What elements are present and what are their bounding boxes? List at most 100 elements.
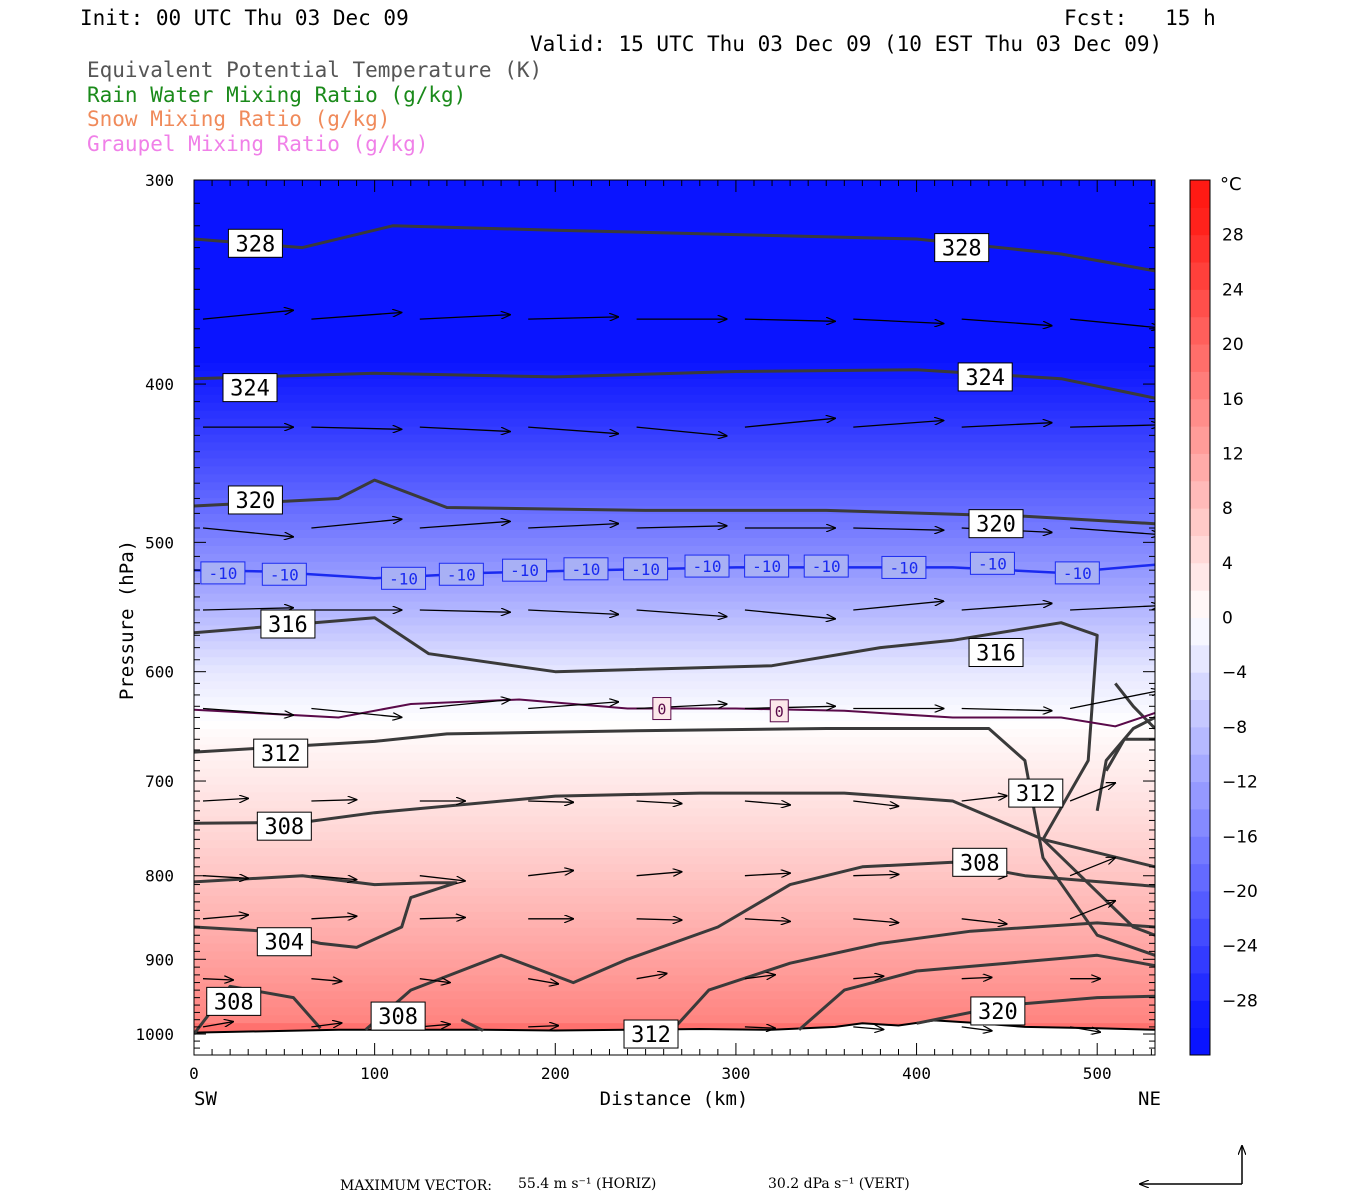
colorbar-swatch [1190,726,1210,755]
isotherm-label: 0 [769,699,789,723]
y-tick-label: 500 [145,533,174,552]
reference-vector-icon [1140,1146,1242,1184]
theta-e-label: 312 [623,1019,679,1049]
axes: 300 400 500 600 700 800 900 1000 0 100 200 300 400 50… [135,171,1155,1083]
forecast-hour: Fcst: 15 h [1064,6,1216,30]
colorbar-swatch [1190,781,1210,810]
colorbar: 28 24 20 16 12 8 4 0 −4 −8 −12 −16 −20 −24 −28 [1189,179,1258,1056]
y-tick-label: 300 [145,171,174,190]
colorbar-swatch [1190,644,1210,673]
theta-e-label: 324 [222,373,278,403]
svg-text:-10: -10 [572,560,601,579]
theta-e-label: 316 [968,638,1024,668]
colorbar-swatch [1190,480,1210,509]
svg-text:308: 308 [264,815,304,840]
svg-text:-10: -10 [510,561,539,580]
colorbar-tick-label: −24 [1222,937,1258,957]
colorbar-tick-label: −4 [1222,663,1247,683]
isotherm-label: -10 [381,566,427,590]
colorbar-tick-label: −16 [1222,827,1258,847]
theta-e-label: 328 [934,233,990,263]
isotherm-label: -10 [563,557,609,581]
x-tick-label: 500 [1083,1064,1112,1083]
isotherm-label: -10 [502,558,548,582]
theta-e-label: 324 [957,362,1013,392]
svg-text:316: 316 [268,613,308,638]
colorbar-swatch [1190,754,1210,783]
colorbar-swatch [1190,398,1210,427]
colorbar-swatch [1190,426,1210,454]
title-graupel: Graupel Mixing Ratio (g/kg) [87,132,429,156]
max-vector-label: MAXIMUM VECTOR: [340,1178,492,1194]
x-tick-label: 0 [189,1064,199,1083]
svg-text:316: 316 [976,642,1016,667]
colorbar-swatch [1190,508,1210,536]
x-right-end-label: NE [1138,1088,1161,1110]
isotherm-label: -10 [261,562,307,586]
x-left-end-label: SW [194,1088,217,1110]
title-snow: Snow Mixing Ratio (g/kg) [87,107,391,131]
theta-e-label: 320 [968,509,1024,539]
valid-time: Valid: 15 UTC Thu 03 Dec 09 (10 EST Thu … [530,32,1163,56]
theta-e-label: 320 [227,485,283,515]
svg-text:328: 328 [236,232,276,257]
svg-text:320: 320 [236,489,276,514]
svg-text:-10: -10 [270,565,299,584]
svg-text:-10: -10 [631,560,660,579]
colorbar-tick-label: 28 [1222,226,1244,246]
colorbar-swatch [1190,371,1210,400]
colorbar-swatch [1190,590,1210,618]
init-time: Init: 00 UTC Thu 03 Dec 09 [80,6,409,30]
colorbar-swatch [1190,344,1210,372]
y-tick-label: 800 [145,867,174,886]
svg-text:324: 324 [965,366,1005,391]
max-vector-vert: 30.2 dPa s⁻¹ (VERT) [768,1176,910,1192]
colorbar-swatch [1190,180,1210,208]
x-tick-label: 300 [721,1064,750,1083]
theta-e-label: 316 [260,609,316,639]
svg-text:-10: -10 [889,558,918,577]
svg-text:320: 320 [976,513,1016,538]
x-tick-label: 200 [541,1064,570,1083]
isotherm-label: -10 [623,557,669,581]
colorbar-swatch [1190,289,1210,318]
isotherm-label: 0 [652,697,672,721]
colorbar-swatch [1190,262,1210,290]
isotherm-label: -10 [803,554,849,578]
contour-labels: 328 328 324 324 320 320 316 316 312 312 308 308 304 3… [200,228,1100,1049]
isotherm-label: -10 [744,554,790,578]
x-tick-label: 100 [360,1064,389,1083]
theta-e-label: 320 [970,996,1026,1026]
svg-text:308: 308 [960,851,1000,876]
colorbar-tick-label: −12 [1222,773,1258,793]
theta-e-label: 308 [256,811,312,841]
theta-e-label: 308 [952,847,1008,877]
svg-text:308: 308 [378,1005,418,1030]
colorbar-swatch [1190,1000,1210,1029]
svg-text:-10: -10 [693,557,722,576]
temperature-shading [194,180,1155,1055]
colorbar-tick-label: −20 [1222,882,1258,902]
svg-text:308: 308 [214,990,254,1015]
svg-text:312: 312 [1016,782,1056,807]
isotherm-label: -10 [438,562,484,586]
svg-text:-10: -10 [812,557,841,576]
isotherm-label: -10 [200,561,246,585]
colorbar-swatch [1190,453,1210,482]
colorbar-tick-label: −8 [1222,718,1247,738]
colorbar-swatch [1190,808,1210,837]
y-tick-label: 900 [145,950,174,969]
colorbar-swatch [1190,562,1210,591]
colorbar-swatch [1190,316,1210,345]
svg-text:304: 304 [264,931,304,956]
colorbar-tick-label: 24 [1222,280,1244,300]
theta-e-label: 308 [370,1001,426,1031]
svg-text:320: 320 [978,1000,1018,1025]
colorbar-swatch [1190,1027,1210,1056]
plot-frame [193,179,1156,1056]
colorbar-unit: °C [1220,174,1242,195]
theta-e-label: 328 [227,228,283,258]
x-tick-label: 400 [902,1064,931,1083]
isotherm-label: -10 [881,555,927,579]
